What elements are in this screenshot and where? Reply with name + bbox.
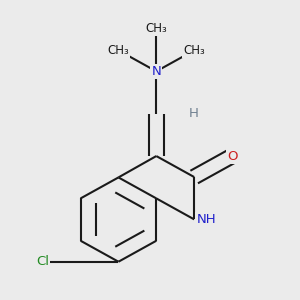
Text: H: H — [189, 107, 199, 120]
Text: NH: NH — [196, 213, 216, 226]
Text: CH₃: CH₃ — [146, 22, 167, 35]
Text: Cl: Cl — [36, 255, 49, 268]
Text: N: N — [152, 65, 161, 78]
Text: CH₃: CH₃ — [183, 44, 205, 57]
Text: O: O — [227, 150, 237, 163]
Text: CH₃: CH₃ — [108, 44, 129, 57]
